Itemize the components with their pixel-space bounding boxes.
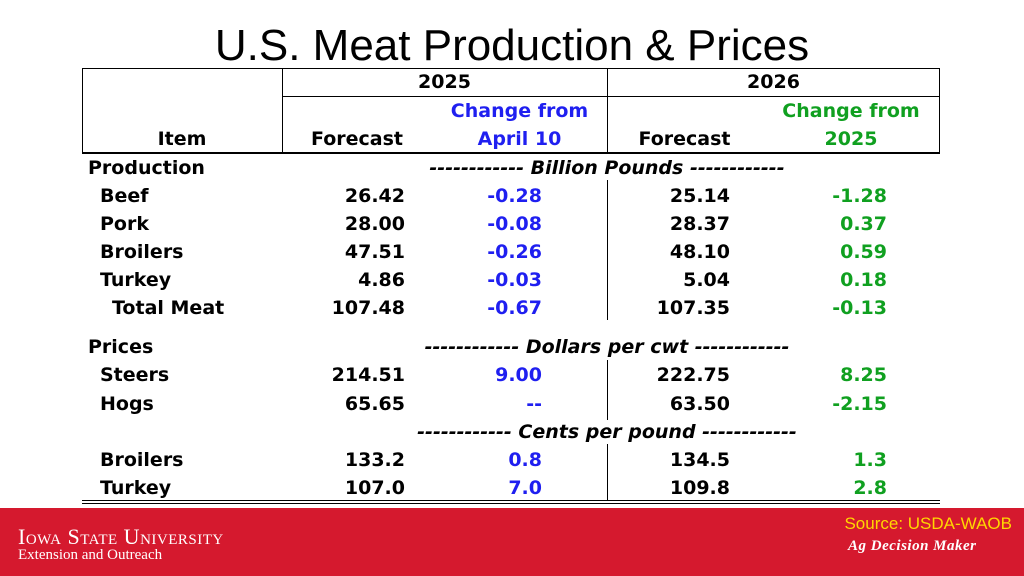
forecast-2025: 133.2	[344, 449, 405, 471]
section-label-production: Production	[88, 157, 205, 179]
change-2026: -1.28	[832, 185, 887, 207]
row-item: Broilers	[100, 241, 184, 263]
forecast-2026: 107.35	[656, 297, 730, 319]
header-forecast-2025: Forecast	[311, 128, 403, 150]
university-wordmark: Iowa State University	[18, 524, 224, 549]
unit-billion-pounds: ------------ Billion Pounds ------------	[429, 157, 785, 179]
forecast-2026: 63.50	[669, 393, 730, 415]
ag-decision-maker-logo: Ag Decision Maker	[848, 538, 977, 554]
change-2026: 0.18	[840, 269, 887, 291]
row-item: Total Meat	[112, 297, 225, 319]
change-2025: -0.26	[487, 241, 542, 263]
footer-bar: Iowa State University Extension and Outr…	[0, 508, 1024, 576]
header-bottom-border	[82, 152, 940, 154]
change-2025: --	[526, 393, 542, 415]
header-change-2026-line1: Change from	[782, 100, 920, 122]
forecast-2026: 25.14	[669, 185, 730, 207]
header-change-2025-line1: Change from	[450, 100, 589, 122]
forecast-2025: 26.42	[344, 185, 405, 207]
change-2025: 7.0	[508, 477, 542, 499]
table-top-border	[82, 68, 940, 69]
row-item: Turkey	[100, 477, 172, 499]
item-col-divider	[282, 68, 283, 153]
change-2025: 0.8	[508, 449, 542, 471]
forecast-2025: 65.65	[344, 393, 405, 415]
table-right-border	[939, 68, 940, 153]
change-2026: 0.37	[840, 213, 887, 235]
change-2025: -0.08	[487, 213, 542, 235]
forecast-2025: 214.51	[331, 364, 405, 386]
section-label-prices: Prices	[88, 336, 154, 358]
forecast-2026: 109.8	[669, 477, 730, 499]
change-2026: 2.8	[853, 477, 887, 499]
slide-title: U.S. Meat Production & Prices	[214, 21, 810, 70]
change-2026: 0.59	[840, 241, 887, 263]
row-item: Steers	[100, 364, 170, 386]
body-divider-2	[607, 360, 608, 420]
forecast-2025: 4.86	[358, 269, 405, 291]
forecast-2026: 134.5	[669, 449, 730, 471]
forecast-2025: 107.0	[344, 477, 405, 499]
change-2025: -0.03	[487, 269, 542, 291]
meat-table: 2025 2026 Change from Change from Item F…	[82, 68, 940, 504]
change-2026: 1.3	[853, 449, 887, 471]
row-item: Turkey	[100, 269, 172, 291]
body-divider-1	[607, 180, 608, 320]
forecast-2026: 28.37	[669, 213, 730, 235]
header-year-2026: 2026	[747, 71, 800, 93]
change-2025: -0.67	[487, 297, 542, 319]
table-bottom-border-2	[82, 503, 940, 504]
forecast-2025: 107.48	[331, 297, 405, 319]
year-col-divider	[607, 68, 608, 153]
row-item: Pork	[100, 213, 149, 235]
table-left-border	[82, 68, 83, 153]
change-2026: -2.15	[832, 393, 887, 415]
header-change-2026-line2: 2025	[824, 128, 878, 150]
header-year-2025: 2025	[418, 71, 471, 93]
forecast-2026: 48.10	[669, 241, 730, 263]
header-forecast-2026: Forecast	[638, 128, 731, 150]
change-2025: 9.00	[495, 364, 542, 386]
year-divider	[282, 96, 940, 97]
header-change-2025-line2: April 10	[477, 128, 562, 150]
forecast-2025: 28.00	[344, 213, 405, 235]
body-divider-3	[607, 444, 608, 500]
header-item: Item	[157, 128, 207, 150]
unit-cents-per-pound: ------------ Cents per pound -----------…	[417, 421, 797, 443]
forecast-2025: 47.51	[344, 241, 405, 263]
change-2026: -0.13	[832, 297, 887, 319]
forecast-2026: 5.04	[683, 269, 730, 291]
table-bottom-border	[82, 500, 940, 501]
row-item: Broilers	[100, 449, 184, 471]
source-note: Source: USDA-WAOB	[844, 514, 1012, 533]
row-item: Beef	[100, 185, 149, 207]
row-item: Hogs	[100, 393, 154, 415]
extension-wordmark: Extension and Outreach	[18, 547, 163, 563]
unit-dollars-per-cwt: ------------ Dollars per cwt -----------…	[424, 336, 790, 358]
change-2025: -0.28	[487, 185, 542, 207]
forecast-2026: 222.75	[656, 364, 730, 386]
change-2026: 8.25	[840, 364, 887, 386]
